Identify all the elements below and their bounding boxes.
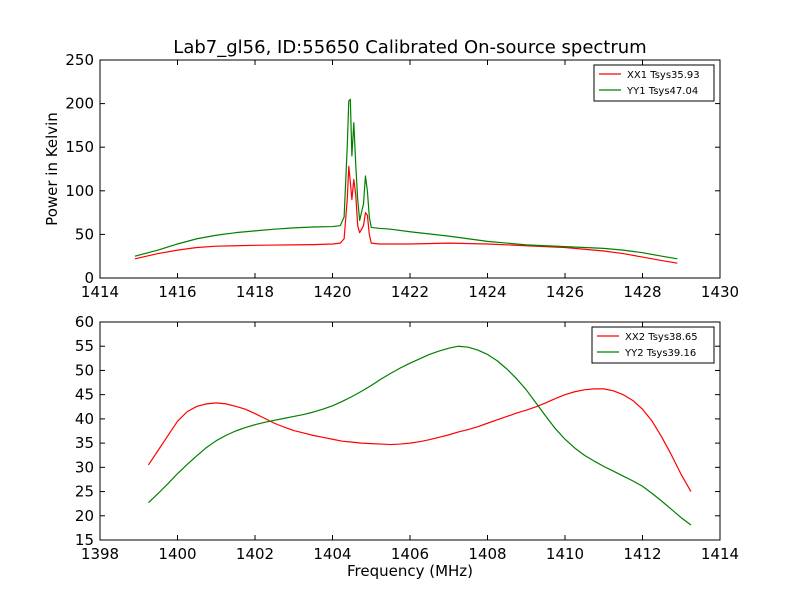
y-tick-label: 25 [75, 483, 94, 501]
legend: XX2 Tsys38.65 YY2 Tsys39.16 [591, 326, 715, 364]
legend-entry: XX1 Tsys35.93 [627, 70, 700, 81]
x-tick-label: 1424 [468, 283, 506, 301]
y-tick-label: 55 [75, 337, 94, 355]
y-tick-label: 250 [65, 51, 94, 69]
top-spectrum-panel: 1414 1416 1418 1420 1422 1424 1426 1428 1430 0 50 1… [43, 51, 739, 301]
x-axis-label: Frequency (MHz) [347, 562, 473, 580]
x-tick-label: 1426 [546, 283, 584, 301]
y-tick-label: 35 [75, 434, 94, 452]
y-tick-label: 100 [65, 182, 94, 200]
y-tick-label: 45 [75, 386, 94, 404]
x-tick-label: 1410 [546, 545, 584, 563]
x-tick-label: 1420 [313, 283, 351, 301]
y-tick-label: 50 [75, 225, 94, 243]
x-tick-label: 1404 [313, 545, 351, 563]
legend-box [593, 64, 715, 102]
x-tick-label: 1406 [391, 545, 429, 563]
x-tick-label: 1414 [81, 283, 119, 301]
x-tick-label: 1422 [391, 283, 429, 301]
x-tick-label: 1402 [236, 545, 274, 563]
y-tick-label: 150 [65, 138, 94, 156]
y-tick-label: 50 [75, 361, 94, 379]
x-tick-label: 1398 [81, 545, 119, 563]
y-axis-label: Power in Kelvin [43, 112, 61, 226]
y-tick-label: 40 [75, 410, 94, 428]
x-tick-label: 1408 [468, 545, 506, 563]
x-tick-label: 1428 [623, 283, 661, 301]
y-tick-label: 0 [84, 269, 94, 287]
legend-entry: XX2 Tsys38.65 [625, 332, 698, 343]
y-tick-label: 15 [75, 531, 94, 549]
legend: XX1 Tsys35.93 YY1 Tsys47.04 [593, 64, 715, 102]
y-tick-label: 200 [65, 95, 94, 113]
y-tick-label: 20 [75, 507, 94, 525]
legend-entry: YY2 Tsys39.16 [624, 348, 696, 359]
x-tick-label: 1414 [701, 545, 739, 563]
legend-entry: YY1 Tsys47.04 [626, 86, 698, 97]
series-line-xx2 [147, 388, 692, 492]
x-tick-label: 1430 [701, 283, 739, 301]
y-tick-label: 60 [75, 313, 94, 331]
x-tick-label: 1418 [236, 283, 274, 301]
series-line-yy2 [148, 345, 692, 526]
figure-title: Lab7_gl56, ID:55650 Calibrated On-source… [173, 37, 646, 58]
bottom-spectrum-panel: 1398 1400 1402 1404 1406 1408 1410 1412 1414 15 20… [75, 313, 739, 580]
series-line-xx1 [134, 165, 678, 264]
x-tick-label: 1416 [158, 283, 196, 301]
legend-box [591, 326, 715, 364]
x-tick-label: 1400 [158, 545, 196, 563]
x-tick-label: 1412 [623, 545, 661, 563]
y-tick-label: 30 [75, 458, 94, 476]
series-line-yy1 [134, 98, 678, 260]
